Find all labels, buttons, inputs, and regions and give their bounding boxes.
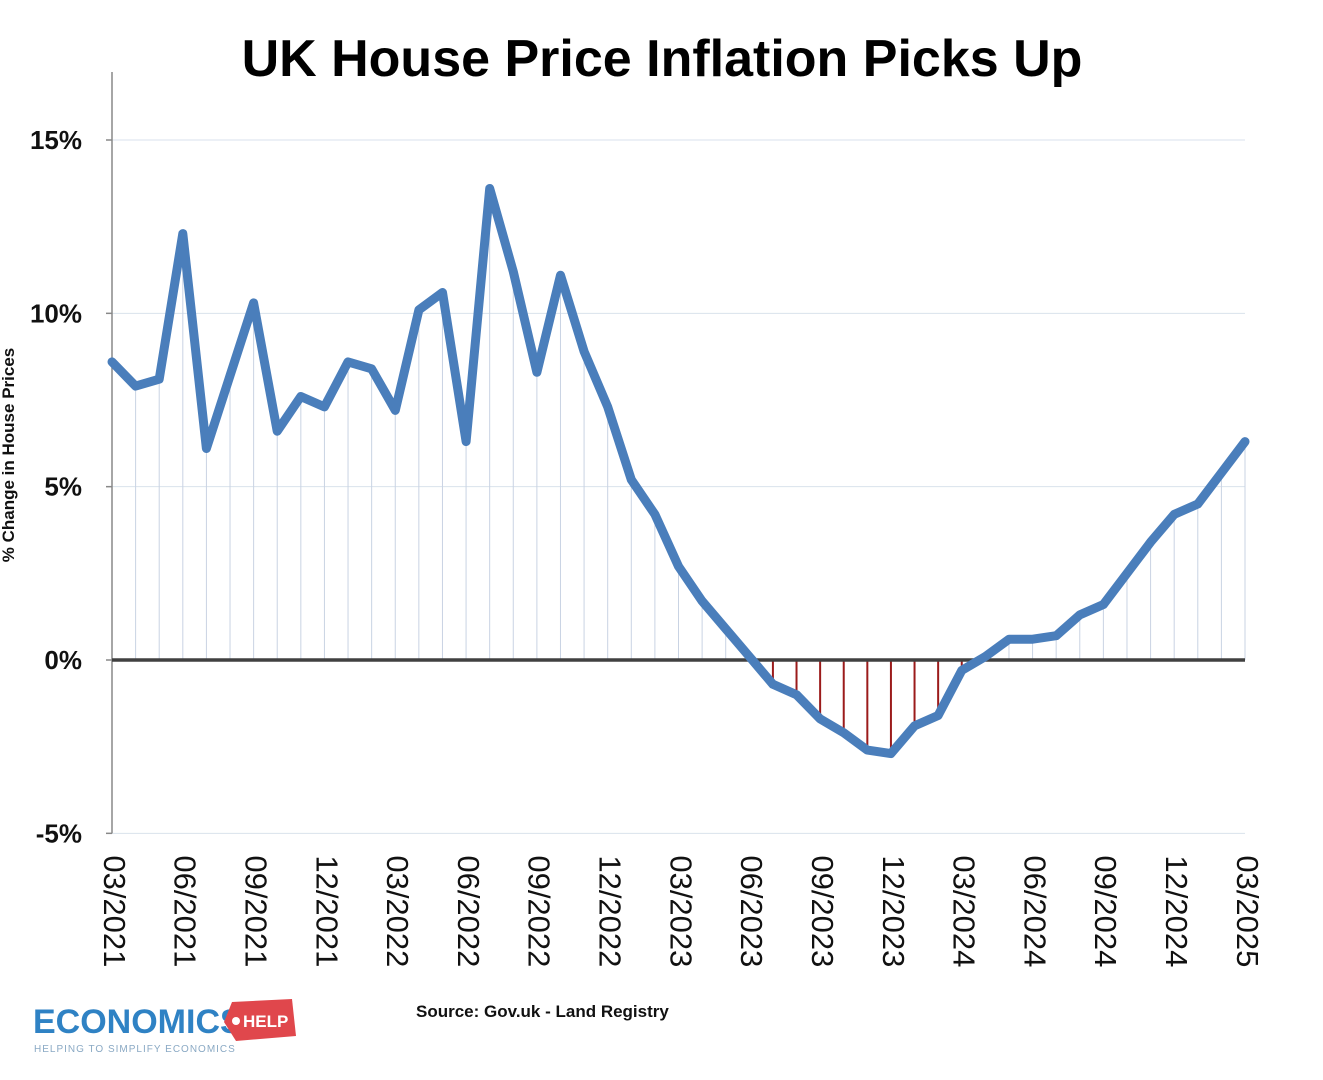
data-point	[532, 368, 541, 377]
data-point	[816, 714, 825, 723]
x-tick-label: 12/2024	[1159, 855, 1194, 967]
x-tick-label: 09/2022	[522, 855, 557, 967]
x-tick-label: 06/2024	[1017, 855, 1052, 967]
x-tick-label: 09/2021	[238, 855, 273, 967]
data-point	[768, 680, 777, 689]
data-point	[202, 444, 211, 453]
series-line	[107, 184, 1250, 759]
data-point	[320, 402, 329, 411]
data-point	[344, 357, 353, 366]
chart-title: UK House Price Inflation Picks Up	[242, 30, 1083, 88]
data-point	[226, 371, 235, 380]
data-point	[462, 437, 471, 446]
y-tick-label: 10%	[30, 298, 82, 328]
x-tick-label: 06/2021	[168, 855, 203, 967]
data-points	[108, 184, 1249, 758]
data-point	[178, 229, 187, 238]
data-point	[674, 562, 683, 571]
x-tick-label: 06/2023	[734, 855, 769, 967]
data-point	[627, 475, 636, 484]
data-point	[1193, 500, 1202, 508]
x-tick-label: 06/2022	[451, 855, 486, 967]
x-tick-label: 03/2022	[380, 855, 415, 967]
logo-badge-hole-icon	[232, 1017, 240, 1025]
x-tick-label: 09/2024	[1088, 855, 1123, 967]
data-point	[1028, 635, 1037, 644]
data-point	[698, 597, 707, 606]
data-point	[1170, 510, 1179, 519]
x-tick-label: 12/2023	[876, 855, 911, 967]
data-point	[1004, 635, 1013, 644]
data-point	[910, 721, 919, 730]
data-point	[1217, 468, 1226, 477]
data-point	[556, 271, 565, 280]
y-tick-label: 5%	[44, 472, 82, 502]
data-point	[1122, 569, 1131, 578]
x-tick-label: 12/2022	[593, 855, 628, 967]
data-point	[273, 427, 282, 436]
data-point	[863, 746, 872, 755]
economics-help-logo: ECONOMICS HELP HELPING TO SIMPLIFY ECONO…	[33, 999, 296, 1055]
data-point	[580, 347, 589, 356]
data-point	[1146, 538, 1155, 547]
data-point	[839, 728, 848, 737]
data-point	[1075, 610, 1084, 619]
data-point	[603, 402, 612, 411]
data-point	[108, 357, 116, 366]
data-point	[792, 690, 801, 699]
y-tick-label: 0%	[44, 645, 82, 675]
data-point	[509, 267, 518, 276]
data-point	[1241, 437, 1249, 446]
data-point	[650, 510, 659, 519]
x-tick-label: 12/2021	[309, 855, 344, 967]
data-point	[745, 652, 754, 661]
drop-lines	[111, 188, 1246, 754]
x-tick-label: 03/2024	[947, 855, 982, 967]
data-point	[934, 711, 943, 720]
data-point	[1052, 631, 1061, 640]
data-point	[1099, 600, 1108, 609]
logo-tagline: HELPING TO SIMPLIFY ECONOMICS	[34, 1044, 236, 1055]
data-point	[886, 749, 895, 758]
data-point	[296, 392, 305, 401]
x-tick-labels: 03/2021 06/2021 09/2021 12/2021 03/2022 06/20…	[97, 855, 1265, 967]
data-point	[485, 184, 494, 193]
y-tick-labels: -5% 0% 5% 10% 15%	[30, 125, 112, 848]
x-tick-label: 09/2023	[805, 855, 840, 967]
x-tick-label: 03/2023	[663, 855, 698, 967]
data-point	[367, 364, 376, 373]
data-point	[981, 652, 990, 661]
data-point	[249, 298, 258, 307]
logo-badge-shape	[224, 999, 296, 1041]
data-point	[957, 666, 966, 675]
data-point	[155, 375, 164, 384]
logo-name: ECONOMICS	[33, 1003, 243, 1041]
data-point	[414, 305, 423, 314]
data-point	[721, 624, 730, 633]
y-tick-label: 15%	[30, 125, 82, 155]
x-tick-label: 03/2021	[97, 855, 132, 967]
logo-badge-text: HELP	[243, 1012, 288, 1031]
gridlines	[112, 139, 1245, 834]
y-axis-label: % Change in House Prices	[0, 348, 18, 562]
data-point	[131, 382, 140, 391]
y-tick-label: -5%	[36, 818, 82, 848]
source-note: Source: Gov.uk - Land Registry	[416, 1002, 669, 1021]
data-point	[438, 288, 447, 297]
x-tick-label: 03/2025	[1230, 855, 1265, 967]
data-point	[391, 406, 400, 415]
